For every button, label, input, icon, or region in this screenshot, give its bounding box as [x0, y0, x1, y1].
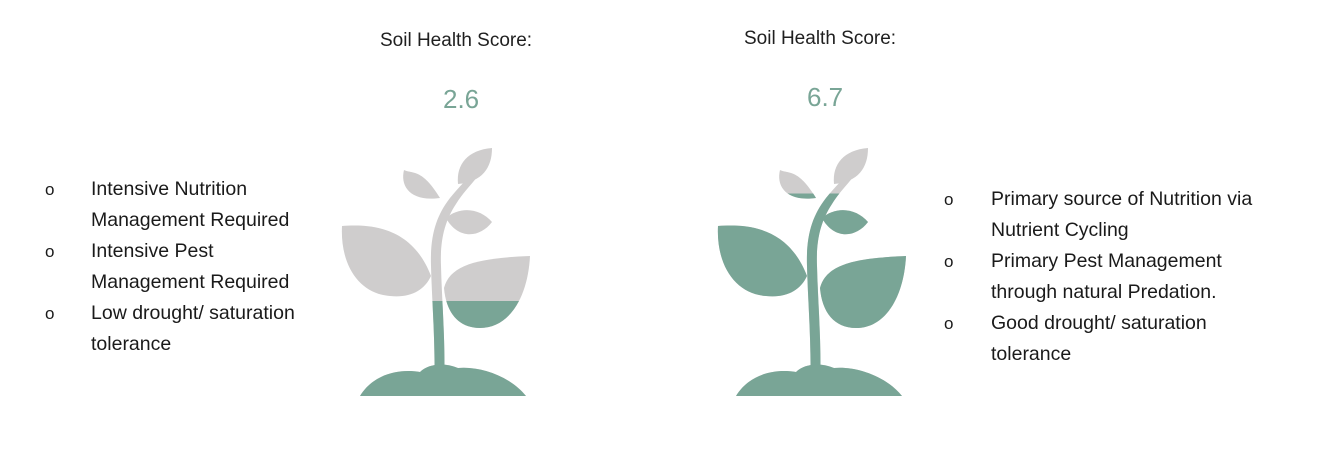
bullet-marker: o [45, 180, 55, 199]
bullet-text: Primary source of Nutrition via Nutrient… [991, 188, 1253, 241]
bullet-marker: o [944, 314, 954, 333]
bullet-text: Primary Pest Management through natural … [991, 250, 1222, 303]
bullet-text: Good drought/ saturation tolerance [991, 312, 1207, 365]
bullet-text: Intensive Nutrition Management Required [91, 178, 290, 231]
bullet-list-right: o Primary source of Nutrition via Nutrie… [944, 184, 1274, 370]
bullet-text: Low drought/ saturation tolerance [91, 302, 295, 355]
list-item: o Primary Pest Management through natura… [944, 246, 1274, 308]
score-value-right: 6.7 [807, 82, 844, 112]
bullet-marker: o [944, 190, 954, 209]
list-item: o Good drought/ saturation tolerance [944, 308, 1274, 370]
bullet-list-left: o Intensive Nutrition Management Require… [45, 174, 325, 360]
bullet-marker: o [944, 252, 954, 271]
bullet-marker: o [45, 304, 55, 323]
plant-icon [341, 148, 530, 396]
score-label-left: Soil Health Score: [380, 30, 533, 51]
plant-icon [717, 148, 906, 396]
bullet-text: Intensive Pest Management Required [91, 240, 290, 293]
score-label-right: Soil Health Score: [744, 28, 897, 49]
list-item: o Low drought/ saturation tolerance [45, 298, 325, 360]
score-value-left: 2.6 [443, 84, 480, 114]
list-item: o Intensive Nutrition Management Require… [45, 174, 325, 236]
plant-fill [717, 193, 906, 396]
list-item: o Intensive Pest Management Required [45, 236, 325, 298]
list-item: o Primary source of Nutrition via Nutrie… [944, 184, 1274, 246]
bullet-marker: o [45, 242, 55, 261]
